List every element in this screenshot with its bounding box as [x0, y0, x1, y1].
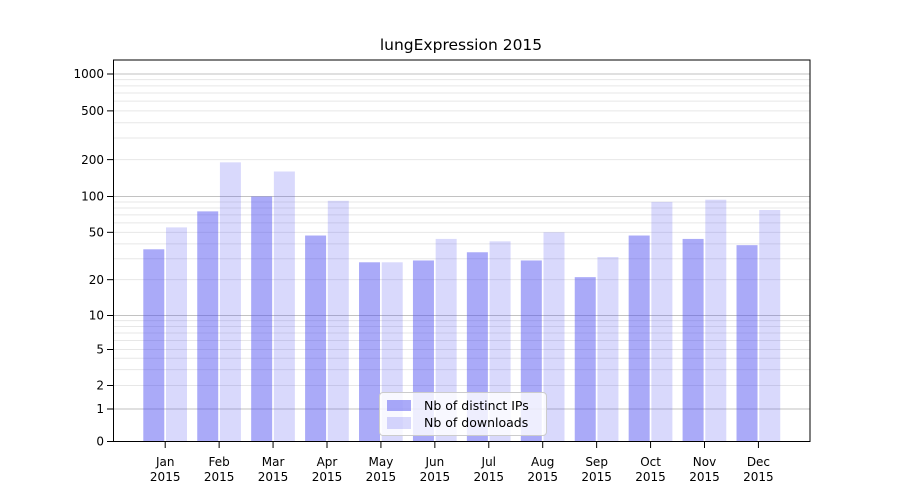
chart-title: lungExpression 2015 — [380, 36, 542, 54]
y-tick-label: 2 — [96, 379, 104, 393]
bar-distinct-ips-Feb — [197, 211, 219, 442]
bar-distinct-ips-May — [359, 262, 381, 442]
y-tick-label: 200 — [81, 153, 104, 167]
x-tick-label-Oct: Oct 2015 — [635, 455, 666, 484]
legend-swatch-distinct-ips — [387, 399, 411, 411]
bar-downloads-Oct — [651, 201, 673, 442]
bar-downloads-Mar — [273, 171, 295, 442]
bar-distinct-ips-Sep — [574, 277, 596, 442]
plot-border — [113, 59, 811, 442]
bar-downloads-Jun — [435, 238, 457, 442]
y-tick-label: 100 — [81, 190, 104, 204]
legend-swatch-downloads — [387, 417, 411, 429]
legend-label-distinct-ips: Nb of distinct IPs — [424, 397, 529, 413]
bar-downloads-Feb — [219, 162, 241, 442]
x-tick-label-Nov: Nov 2015 — [689, 455, 720, 484]
x-tick-label-Jun: Jun 2015 — [420, 455, 451, 484]
bar-distinct-ips-Nov — [682, 238, 704, 442]
x-tick-label-May: May 2015 — [366, 455, 397, 484]
bar-downloads-Jul — [489, 241, 511, 442]
bar-downloads-Apr — [327, 200, 349, 442]
y-tick-label: 1 — [96, 402, 104, 416]
bar-distinct-ips-Jan — [143, 249, 165, 442]
y-tick-label: 5 — [96, 343, 104, 357]
gridlines — [113, 73, 810, 410]
bar-downloads-Dec — [759, 210, 781, 442]
bar-downloads-Aug — [543, 232, 565, 442]
bar-downloads-Sep — [597, 257, 619, 442]
x-tick-label-Mar: Mar 2015 — [258, 455, 289, 484]
legend-item-distinct-ips: Nb of distinct IPs — [387, 397, 539, 415]
legend-item-downloads: Nb of downloads — [387, 414, 539, 432]
x-tick-label-Aug: Aug 2015 — [527, 455, 558, 484]
bar-downloads-Nov — [705, 199, 727, 442]
x-tick-label-Jul: Jul 2015 — [474, 455, 505, 484]
x-tick-label-Jan: Jan 2015 — [150, 455, 181, 484]
x-tick-label-Apr: Apr 2015 — [312, 455, 343, 484]
y-tick-label: 0 — [96, 435, 104, 449]
bar-distinct-ips-Dec — [736, 245, 758, 442]
legend-label-downloads: Nb of downloads — [424, 415, 529, 431]
y-tick-label: 500 — [81, 104, 104, 118]
bar-downloads-Jan — [166, 227, 187, 442]
x-tick-label-Feb: Feb 2015 — [204, 455, 235, 484]
x-axis: Jan 2015 Feb 2015 Mar 2015 Apr 2015 May 2015 Jun 20… — [150, 441, 774, 484]
bar-distinct-ips-Apr — [305, 235, 327, 442]
x-tick-label-Sep: Sep 2015 — [581, 455, 612, 484]
y-tick-label: 20 — [89, 273, 104, 287]
bar-distinct-ips-Mar — [251, 196, 273, 442]
bar-distinct-ips-Oct — [628, 235, 650, 442]
y-tick-label: 50 — [89, 226, 104, 240]
legend: Nb of distinct IPs Nb of downloads — [379, 392, 547, 436]
y-tick-label: 10 — [89, 309, 104, 323]
x-tick-label-Dec: Dec 2015 — [743, 455, 774, 484]
y-tick-label: 1000 — [73, 67, 104, 81]
